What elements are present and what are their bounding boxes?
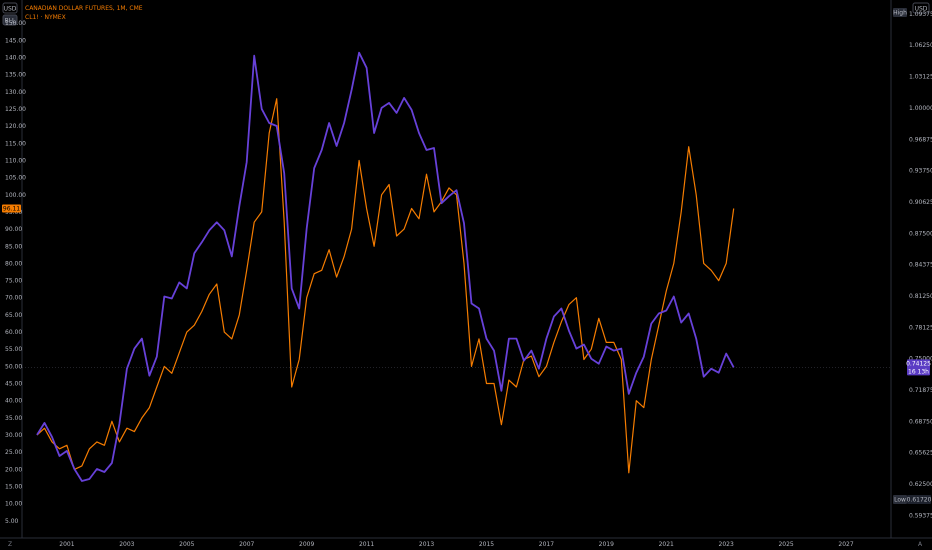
right-tick-label: 1.03125 — [909, 74, 932, 81]
right-tick-label: 0.84375 — [909, 262, 932, 269]
left-tick-label: 115.00 — [5, 140, 26, 147]
right-tick-label: 0.65625 — [909, 450, 932, 457]
right-tick-label: 0.62500 — [909, 481, 932, 488]
left-tick-label: 5.00 — [5, 518, 19, 525]
right-tick-label: 0.68750 — [909, 418, 932, 425]
left-tick-label: 15.00 — [5, 484, 22, 491]
left-tick-label: 75.00 — [5, 278, 22, 285]
usd-scale-button[interactable] — [2, 2, 18, 14]
left-tick-label: 135.00 — [5, 72, 26, 79]
left-tick-label: 20.00 — [5, 466, 22, 473]
left-tick-label: 50.00 — [5, 363, 22, 370]
crude-oil-line[interactable] — [36, 98, 735, 474]
left-tick-label: 100.00 — [5, 192, 26, 199]
time-tick-label: 2011 — [359, 541, 374, 548]
time-tick-label: 2009 — [299, 541, 314, 548]
time-tick-label: 2005 — [179, 541, 194, 548]
left-tick-label: 140.00 — [5, 54, 26, 61]
time-tick-label: 2017 — [539, 541, 554, 548]
time-tick-label: 2007 — [239, 541, 254, 548]
time-tick-label: 2027 — [838, 541, 853, 548]
left-tick-label: 80.00 — [5, 260, 22, 267]
right-tick-label: 1.06250 — [909, 42, 932, 49]
timezone-icon[interactable]: Z — [8, 541, 12, 548]
time-tick-label: 2021 — [659, 541, 674, 548]
right-tick-label: 0.87500 — [909, 230, 932, 237]
right-tick-label: 0.71875 — [909, 387, 932, 394]
time-tick-label: 2023 — [719, 541, 734, 548]
low-marker-label: Low — [894, 497, 906, 504]
oil-last-price-badge: 96.11 — [2, 204, 21, 213]
right-tick-label: 0.59375 — [909, 512, 932, 519]
cad-bar-countdown: 16 13h — [908, 368, 929, 375]
left-tick-label: 70.00 — [5, 295, 22, 302]
time-tick-label: 2013 — [419, 541, 434, 548]
bll-scale-label: BLL — [5, 18, 16, 25]
right-tick-label: 0.81250 — [909, 293, 932, 300]
right-usd-scale-button[interactable] — [912, 2, 930, 14]
cad-futures-line[interactable] — [36, 51, 735, 482]
left-tick-label: 10.00 — [5, 501, 22, 508]
left-tick-label: 120.00 — [5, 123, 26, 130]
right-tick-label: 0.90625 — [909, 199, 932, 206]
left-tick-label: 25.00 — [5, 449, 22, 456]
right-tick-label: 1.00000 — [909, 105, 932, 112]
right-tick-label: 0.93750 — [909, 168, 932, 175]
left-tick-label: 60.00 — [5, 329, 22, 336]
left-tick-label: 110.00 — [5, 157, 26, 164]
left-tick-label: 85.00 — [5, 243, 22, 250]
time-tick-label: 2003 — [119, 541, 134, 548]
left-tick-label: 105.00 — [5, 175, 26, 182]
cad-last-price-badge: 0.74125 16 13h — [906, 359, 931, 376]
left-tick-label: 35.00 — [5, 415, 22, 422]
right-tick-label: 0.75000 — [909, 356, 932, 363]
left-tick-label: 55.00 — [5, 346, 22, 353]
symbol-title[interactable]: CANADIAN DOLLAR FUTURES, 1M, CME — [25, 5, 143, 12]
left-tick-label: 130.00 — [5, 89, 26, 96]
low-marker-value: 0.61720 — [907, 497, 932, 504]
oil-last-price-value: 96.11 — [3, 206, 20, 213]
time-tick-label: 2019 — [599, 541, 614, 548]
time-tick-label: 2025 — [778, 541, 793, 548]
time-tick-label: 2001 — [59, 541, 74, 548]
usd-scale-label: USD — [4, 6, 17, 13]
left-tick-label: 40.00 — [5, 398, 22, 405]
low-marker: Low 0.61720 — [893, 495, 932, 504]
right-tick-label: 0.96875 — [909, 136, 932, 143]
left-tick-label: 45.00 — [5, 381, 22, 388]
left-tick-label: 125.00 — [5, 106, 26, 113]
auto-scale-icon[interactable]: A — [918, 541, 923, 548]
left-tick-label: 30.00 — [5, 432, 22, 439]
right-price-axis[interactable]: 0.59375 0.62500 0.65625 0.68750 0.71875 0.750… — [909, 11, 932, 520]
series-layer — [36, 51, 735, 482]
high-marker-label: High — [893, 10, 907, 17]
left-tick-label: 150.00 — [5, 20, 26, 27]
compare-symbol-title[interactable]: CL1! · NYMEX — [25, 14, 66, 21]
time-axis[interactable]: 2001 2003 2005 2007 2009 2011 2013 2015 2017 2019… — [59, 541, 854, 548]
left-price-axis[interactable]: 5.00 10.00 15.00 20.00 25.00 30.00 35.00 40.00 4… — [5, 20, 26, 525]
right-usd-scale-label: USD — [915, 6, 928, 13]
cad-last-price-value: 0.74125 — [906, 360, 931, 367]
right-tick-label: 1.09375 — [909, 11, 932, 18]
time-tick-label: 2015 — [479, 541, 494, 548]
bll-scale-button[interactable] — [2, 14, 18, 26]
right-tick-label: 0.78125 — [909, 324, 932, 331]
high-marker: High — [893, 8, 907, 17]
left-tick-label: 90.00 — [5, 226, 22, 233]
left-tick-label: 65.00 — [5, 312, 22, 319]
left-scale-buttons[interactable]: USD BLL — [2, 2, 18, 26]
left-tick-label: 145.00 — [5, 37, 26, 44]
